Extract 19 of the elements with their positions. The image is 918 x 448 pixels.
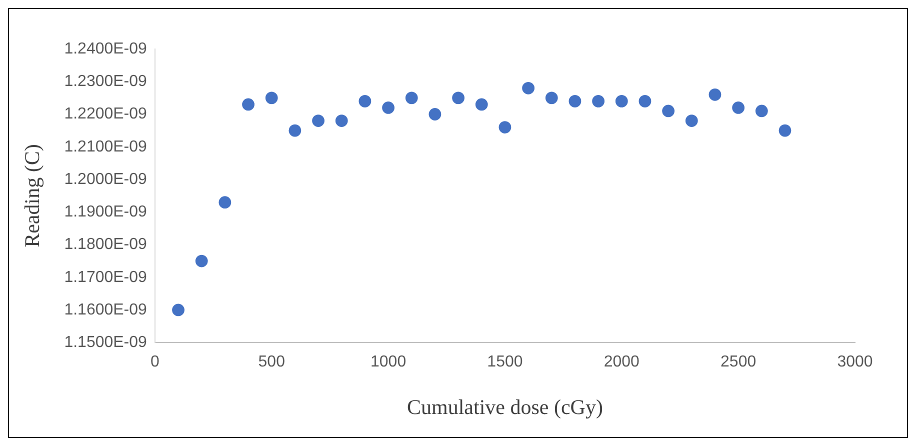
y-tick-label: 1.2400E-09 xyxy=(64,40,148,58)
y-tick-label: 1.2200E-09 xyxy=(64,106,148,123)
x-tick-label: 3000 xyxy=(837,354,873,371)
x-tick-label: 2000 xyxy=(604,354,640,371)
y-tick-label: 1.2300E-09 xyxy=(64,73,148,90)
y-tick-label: 1.2100E-09 xyxy=(64,138,148,156)
x-tick-label: 2500 xyxy=(720,354,756,371)
x-tick-label: 500 xyxy=(258,354,286,371)
y-tick-label: 1.1900E-09 xyxy=(64,204,148,221)
y-axis-title: Reading (C) xyxy=(20,144,44,248)
x-tick-label: 1000 xyxy=(370,354,406,371)
y-tick-label: 1.1800E-09 xyxy=(64,236,148,254)
x-tick-label: 1500 xyxy=(487,354,523,371)
x-tick-label: 0 xyxy=(150,354,160,371)
y-tick-label: 1.1600E-09 xyxy=(64,301,148,318)
y-tick-label: 1.1500E-09 xyxy=(64,334,148,352)
x-axis-title: Cumulative dose (cGy) xyxy=(406,394,603,419)
y-tick-label: 1.1700E-09 xyxy=(64,268,148,286)
y-tick-label: 1.2000E-09 xyxy=(64,170,148,188)
